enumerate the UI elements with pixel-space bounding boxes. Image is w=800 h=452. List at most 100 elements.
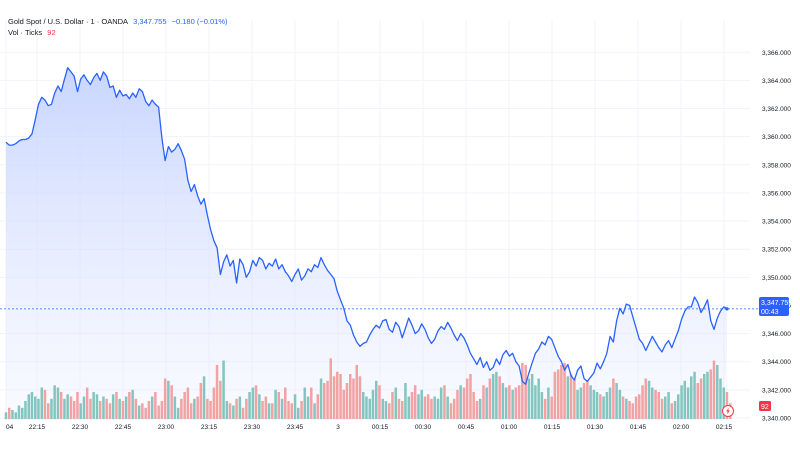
volume-bar <box>426 394 430 420</box>
volume-bar <box>556 369 560 419</box>
volume-bar <box>628 401 631 419</box>
volume-bar <box>573 378 576 419</box>
volume-bar <box>362 392 365 419</box>
x-tick-label: 00:30 <box>415 424 432 431</box>
chart-legend[interactable]: Gold Spot / U.S. Dollar · 1 · OANDA 3,34… <box>8 16 230 38</box>
x-tick-label: 00:15 <box>372 424 389 431</box>
volume-bar <box>245 398 248 420</box>
volume-bar <box>82 396 86 419</box>
volume-bar <box>264 396 268 419</box>
volume-bar <box>495 371 498 420</box>
volume-bar <box>469 374 472 419</box>
x-tick-label: 01:45 <box>630 424 647 431</box>
legend-last-price: 3,347.755 <box>133 17 167 26</box>
volume-bar <box>163 378 167 419</box>
volume-bar <box>141 403 144 419</box>
volume-bar <box>170 385 173 420</box>
volume-bar <box>664 396 667 419</box>
volume-bar <box>47 403 50 419</box>
volume-bar <box>446 396 449 419</box>
volume-bar <box>37 398 40 420</box>
volume-bars <box>4 358 732 420</box>
volume-bar <box>537 378 540 419</box>
volume-bar <box>381 398 385 420</box>
volume-bar <box>323 383 326 419</box>
x-tick-label: 02:15 <box>716 424 733 431</box>
lightning-icon[interactable] <box>722 405 734 417</box>
volume-bar <box>368 398 372 420</box>
volume-bar <box>384 401 388 419</box>
last-price-badge-countdown: 00:43 <box>761 309 779 316</box>
legend-change: −0.180 (−0.01%) <box>171 17 228 26</box>
y-tick-label: 3,360.000 <box>762 134 791 141</box>
volume-bar <box>696 383 700 419</box>
volume-bar <box>423 396 427 419</box>
volume-bar <box>488 378 492 419</box>
volume-bar <box>89 398 92 420</box>
volume-bar <box>375 380 378 420</box>
volume-bar <box>667 392 670 419</box>
volume-bar <box>235 398 238 420</box>
volume-bar <box>638 394 641 420</box>
volume-bar <box>722 387 726 419</box>
price-area <box>6 67 727 420</box>
volume-bar <box>410 392 414 419</box>
volume-bar <box>449 403 453 419</box>
volume-bar <box>589 385 592 420</box>
volume-bar <box>644 378 648 419</box>
volume-bar <box>267 403 271 419</box>
volume-bar <box>680 385 683 420</box>
volume-bar <box>219 380 222 420</box>
volume-bar <box>121 401 125 419</box>
volume-bar <box>511 389 514 420</box>
y-tick-label: 3,364.000 <box>762 78 791 85</box>
x-tick-label: 22:30 <box>72 424 89 431</box>
volume-bar <box>462 387 466 419</box>
volume-bar <box>4 412 8 420</box>
volume-bar <box>251 387 255 419</box>
volume-bar <box>189 403 193 419</box>
volume-bar <box>472 392 475 419</box>
volume-bar <box>66 394 69 420</box>
volume-bar <box>550 396 553 419</box>
y-tick-label: 3,344.000 <box>762 359 791 366</box>
volume-bar <box>108 403 112 419</box>
volume-bar <box>670 403 674 419</box>
volume-bar <box>634 396 638 419</box>
volume-bar <box>475 401 479 419</box>
y-tick-label: 3,342.000 <box>762 387 791 394</box>
volume-bar <box>420 389 423 420</box>
volume-bar <box>443 385 446 420</box>
volume-bar <box>349 374 352 419</box>
volume-bar <box>699 378 703 419</box>
volume-bar <box>491 374 495 419</box>
volume-bar <box>95 394 99 420</box>
volume-bar <box>14 412 18 420</box>
volume-bar <box>524 365 527 419</box>
volume-bar <box>167 380 170 420</box>
volume-bar <box>92 392 95 419</box>
volume-bar <box>173 396 177 419</box>
x-tick-label: 23:30 <box>244 424 261 431</box>
volume-bar <box>258 394 261 420</box>
volume-bar <box>547 387 550 419</box>
volume-bar <box>521 362 524 420</box>
volume-bar <box>85 387 89 419</box>
y-tick-label: 3,362.000 <box>762 106 791 113</box>
volume-bar <box>608 387 612 419</box>
volume-bar <box>563 362 566 420</box>
price-scale[interactable]: 3,366.000 3,364.000 3,362.000 3,360.000 3,35… <box>762 50 791 423</box>
volume-bar <box>310 387 313 419</box>
volume-bar <box>651 387 654 419</box>
x-tick-label: 04 <box>6 424 14 431</box>
y-tick-label: 3,358.000 <box>762 162 791 169</box>
volume-bar <box>118 398 121 420</box>
time-scale[interactable]: 04 22:15 22:30 22:45 23:00 23:15 23:30 23:45 3 00… <box>6 424 733 431</box>
x-tick-label: 02:00 <box>673 424 690 431</box>
volume-bar <box>482 385 485 420</box>
volume-bar <box>543 398 547 420</box>
volume-bar <box>30 392 34 419</box>
last-price-badge-price: 3,347.755 <box>761 300 792 307</box>
volume-bar <box>534 385 537 420</box>
